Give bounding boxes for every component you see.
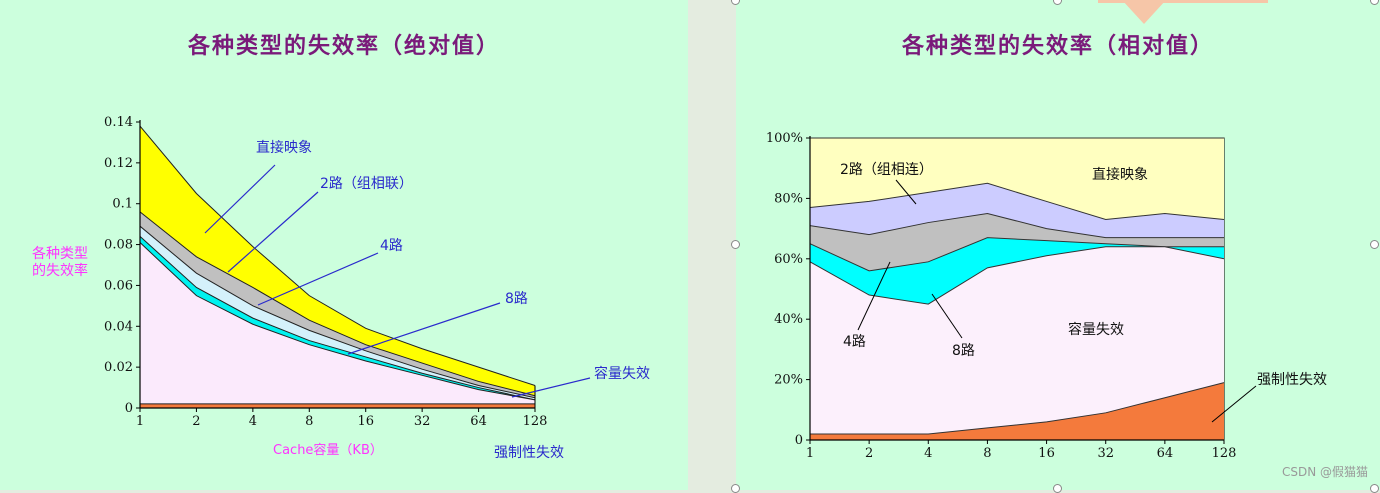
x-tick-label: 16	[1038, 446, 1055, 461]
y-tick-label: 40%	[774, 312, 803, 327]
x-tick-label: 8	[305, 414, 313, 429]
x-tick-label: 128	[523, 414, 548, 429]
y-axis-label-line2: 的失效率	[32, 262, 88, 279]
x-tick-label: 2	[865, 446, 873, 461]
annotation-容量失效: 容量失效	[594, 365, 650, 382]
y-axis-label-line1: 各种类型	[32, 246, 88, 262]
annotation-2路组相连: 2路（组相连）	[840, 162, 933, 178]
y-tick-label: 0.04	[104, 319, 133, 334]
y-tick-label: 20%	[774, 373, 803, 388]
y-tick-label: 80%	[774, 191, 803, 206]
annotation-强制性失效: 强制性失效	[1257, 372, 1327, 388]
annotation-强制性失效: 强制性失效	[494, 445, 564, 461]
y-tick-label: 0.12	[104, 156, 133, 171]
y-tick-label: 0.06	[104, 278, 133, 293]
x-tick-label: 64	[470, 414, 487, 429]
annotation-8路: 8路	[952, 343, 975, 359]
x-axis-label: Cache容量（KB）	[273, 442, 383, 458]
x-tick-label: 1	[806, 446, 814, 461]
x-tick-label: 2	[192, 414, 200, 429]
y-tick-label: 0.14	[104, 115, 133, 130]
annotation-leader	[348, 303, 500, 354]
annotation-8路: 8路	[505, 291, 528, 307]
annotation-4路: 4路	[380, 238, 403, 254]
annotation-直接映象: 直接映象	[256, 139, 312, 156]
y-tick-label: 100%	[766, 131, 803, 146]
x-tick-label: 1	[136, 414, 144, 429]
annotation-4路: 4路	[843, 334, 866, 350]
area-强制性失效	[140, 404, 535, 408]
x-tick-label: 16	[357, 414, 374, 429]
annotation-直接映象: 直接映象	[1092, 166, 1148, 183]
x-tick-label: 32	[1097, 446, 1114, 461]
x-tick-label: 32	[414, 414, 431, 429]
y-tick-label: 60%	[774, 252, 803, 267]
watermark: CSDN @假猫猫	[1282, 463, 1368, 480]
left-chart: 0 0.02 0.04 0.06 0.08 0.1 0.12 0.14 1 2 4 8 16 32 64 12…	[32, 115, 650, 461]
y-tick-label: 0	[795, 433, 803, 448]
x-tick-label: 64	[1157, 446, 1174, 461]
y-tick-label: 0.02	[104, 360, 133, 375]
y-tick-label: 0.08	[104, 238, 133, 253]
x-tick-label: 4	[924, 446, 932, 461]
x-tick-label: 4	[249, 414, 257, 429]
x-tick-label: 128	[1212, 446, 1237, 461]
annotation-2路组相联: 2路（组相联）	[320, 176, 413, 192]
right-chart: 0 20% 40% 60% 80% 100% 1 2 4 8 16 32 64 128 2路（组相连） 直接映…	[766, 131, 1327, 461]
y-tick-label: 0.1	[112, 197, 133, 212]
annotation-leader	[205, 165, 275, 233]
annotation-容量失效: 容量失效	[1068, 321, 1124, 338]
x-tick-label: 8	[983, 446, 991, 461]
y-tick-label: 0	[125, 401, 133, 416]
annotation-leader	[228, 192, 318, 272]
